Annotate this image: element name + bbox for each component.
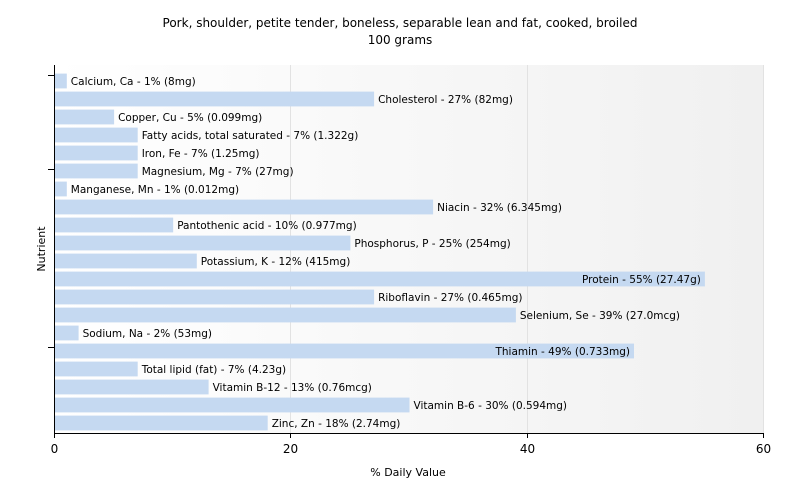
bar bbox=[55, 415, 268, 431]
x-tick-label: 40 bbox=[520, 442, 535, 456]
bar bbox=[55, 235, 351, 251]
bar bbox=[55, 127, 138, 143]
bar bbox=[55, 163, 138, 179]
bar-label: Manganese, Mn - 1% (0.012mg) bbox=[71, 184, 239, 196]
bar-label: Pantothenic acid - 10% (0.977mg) bbox=[177, 220, 356, 232]
bar-label: Fatty acids, total saturated - 7% (1.322… bbox=[142, 130, 359, 142]
bar bbox=[55, 217, 174, 233]
bar bbox=[55, 307, 516, 323]
bar bbox=[55, 181, 67, 197]
bar bbox=[55, 289, 375, 305]
bar bbox=[55, 325, 79, 341]
bar-label: Vitamin B-6 - 30% (0.594mg) bbox=[414, 400, 568, 412]
bar-label: Zinc, Zn - 18% (2.74mg) bbox=[272, 418, 401, 430]
bar-label: Copper, Cu - 5% (0.099mg) bbox=[118, 112, 262, 124]
bar-label: Riboflavin - 27% (0.465mg) bbox=[378, 292, 522, 304]
bar-label: Vitamin B-12 - 13% (0.76mcg) bbox=[213, 382, 372, 394]
bar-label: Magnesium, Mg - 7% (27mg) bbox=[142, 166, 294, 178]
bar bbox=[55, 91, 375, 107]
y-axis-label: Nutrient bbox=[35, 226, 48, 272]
bar bbox=[55, 361, 138, 377]
x-tick-label: 20 bbox=[283, 442, 298, 456]
bar bbox=[55, 199, 434, 215]
bar-label: Cholesterol - 27% (82mg) bbox=[378, 94, 513, 106]
bar-label: Selenium, Se - 39% (27.0mcg) bbox=[520, 310, 680, 322]
bar-label: Total lipid (fat) - 7% (4.23g) bbox=[141, 364, 286, 376]
bar bbox=[55, 379, 209, 395]
bar bbox=[55, 109, 115, 125]
axes: 0 20 40 60 bbox=[48, 65, 771, 456]
bar-label: Potassium, K - 12% (415mg) bbox=[201, 256, 351, 268]
bar bbox=[55, 397, 410, 413]
bar-label: Phosphorus, P - 25% (254mg) bbox=[354, 238, 510, 250]
bar bbox=[55, 145, 138, 161]
bar bbox=[55, 253, 197, 269]
bar-label: Niacin - 32% (6.345mg) bbox=[437, 202, 562, 214]
x-axis-label: % Daily Value bbox=[370, 466, 446, 479]
bars: Calcium, Ca - 1% (8mg) Cholesterol - 27% … bbox=[55, 73, 705, 431]
bar-label: Sodium, Na - 2% (53mg) bbox=[83, 328, 212, 340]
bar bbox=[55, 343, 634, 359]
x-tick-label: 60 bbox=[756, 442, 771, 456]
bar bbox=[55, 271, 705, 287]
bar bbox=[55, 73, 67, 89]
bar-label: Protein - 55% (27.47g) bbox=[582, 274, 701, 286]
chart-title: Pork, shoulder, petite tender, boneless,… bbox=[163, 16, 638, 30]
chart-subtitle: 100 grams bbox=[368, 33, 433, 47]
x-tick-label: 0 bbox=[51, 442, 59, 456]
bar-label: Thiamin - 49% (0.733mg) bbox=[494, 346, 630, 358]
bar-label: Calcium, Ca - 1% (8mg) bbox=[71, 76, 196, 88]
bar-label: Iron, Fe - 7% (1.25mg) bbox=[142, 148, 260, 160]
